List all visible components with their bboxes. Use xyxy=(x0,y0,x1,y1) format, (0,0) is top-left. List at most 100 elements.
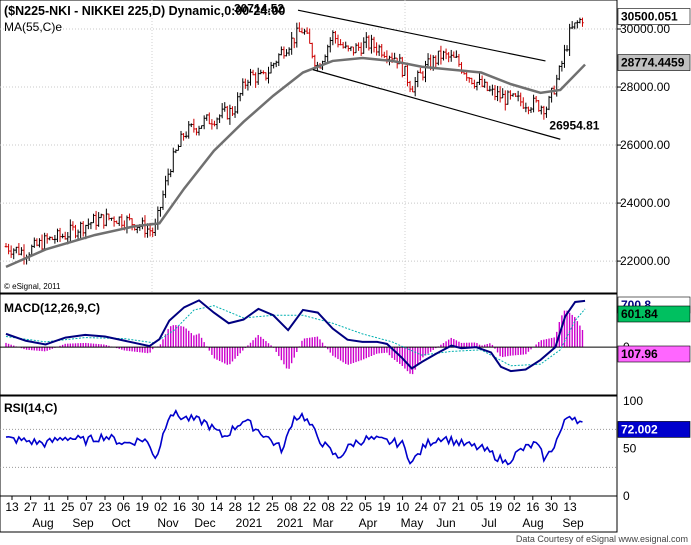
date-tick-label: 22 xyxy=(340,500,354,514)
month-label: Aug xyxy=(522,516,543,530)
price-bar xyxy=(341,41,345,49)
price-bar xyxy=(349,46,353,52)
month-label: Jun xyxy=(436,516,455,530)
price-tick-label: 30000.00 xyxy=(620,22,670,36)
price-bar xyxy=(434,55,438,70)
price-bar xyxy=(61,233,64,239)
price-bar xyxy=(223,102,227,112)
price-bar xyxy=(143,215,147,238)
price-bar xyxy=(455,50,458,58)
price-bar xyxy=(71,221,75,231)
price-bar xyxy=(76,229,80,241)
copyright-text: © eSignal, 2011 xyxy=(4,282,61,291)
price-bar xyxy=(308,28,311,44)
price-bar xyxy=(107,213,111,221)
price-bar xyxy=(17,243,21,256)
price-bar xyxy=(135,226,139,234)
price-bar xyxy=(336,34,340,48)
price-bar xyxy=(346,45,350,52)
price-bar xyxy=(303,28,306,35)
price-bar xyxy=(292,37,296,49)
price-bar xyxy=(9,245,13,258)
price-bar xyxy=(491,84,494,96)
price-bar xyxy=(503,90,507,111)
price-bar xyxy=(20,247,23,256)
date-tick-label: 12 xyxy=(247,500,261,514)
rsi-axis: 0 50 100 72.002 xyxy=(617,394,691,503)
price-bar xyxy=(267,66,270,84)
price-bar xyxy=(226,105,229,120)
price-bar xyxy=(282,46,286,59)
price-bar xyxy=(200,125,203,129)
price-bar xyxy=(4,243,8,248)
price-bar xyxy=(570,21,574,30)
price-tick-label: 22000.00 xyxy=(620,254,670,268)
month-label: Dec xyxy=(194,516,215,530)
macd-signal-line xyxy=(5,305,586,367)
date-tick-label: 13 xyxy=(5,500,19,514)
price-bar xyxy=(416,70,420,88)
price-bar xyxy=(161,190,165,210)
price-bar xyxy=(439,45,443,65)
rsi-tick-label: 0 xyxy=(623,489,630,503)
month-label: Aug xyxy=(32,516,53,530)
price-bar xyxy=(467,77,471,83)
price-bar xyxy=(578,17,582,24)
price-bar xyxy=(473,79,476,89)
price-bar xyxy=(187,121,191,139)
price-bar xyxy=(92,213,95,224)
price-bar xyxy=(370,34,373,54)
macd-title: MACD(12,26,9,C) xyxy=(4,301,100,315)
date-tick-label: 30 xyxy=(545,500,559,514)
price-bar xyxy=(233,106,237,118)
price-bar xyxy=(452,51,456,58)
price-bar xyxy=(256,67,260,85)
price-bar xyxy=(545,106,548,118)
price-bar xyxy=(110,217,113,221)
price-bar xyxy=(509,90,512,100)
date-tick-label: 24 xyxy=(415,500,429,514)
ma-legend: MA(55,C)e xyxy=(4,20,62,34)
annotation-low: 26954.81 xyxy=(549,118,599,132)
price-bar xyxy=(362,37,366,54)
price-bar xyxy=(218,114,221,123)
price-bar xyxy=(295,22,299,48)
ma-value-label-text: 28774.4459 xyxy=(621,56,685,70)
annotation-high: 30714.52 xyxy=(234,1,284,15)
price-bar xyxy=(112,216,116,227)
price-bar xyxy=(442,50,445,61)
ma-value-label: 28774.4459 xyxy=(617,54,691,71)
price-bar xyxy=(408,80,412,93)
date-tick-label: 30 xyxy=(191,500,205,514)
price-bar xyxy=(192,118,196,133)
rsi-tick-label: 50 xyxy=(623,441,637,455)
rsi-line xyxy=(5,408,583,466)
hist-value-label-box xyxy=(617,345,691,363)
date-axis: 13 27 11 25 07 23 06 19 02 16 30 14 28 12 25 08 22 08 22 05… xyxy=(0,495,618,533)
price-bar xyxy=(51,236,54,241)
price-bar xyxy=(56,228,59,243)
price-bar xyxy=(354,43,358,54)
last-price-label: 30500.051 xyxy=(617,8,691,25)
price-bar xyxy=(269,61,273,74)
price-bar xyxy=(202,115,206,130)
price-bar xyxy=(38,238,41,248)
ma-value-label-box xyxy=(617,54,691,71)
price-bar xyxy=(264,72,268,81)
price-bar xyxy=(449,49,453,62)
price-bar xyxy=(179,130,183,148)
price-bar xyxy=(581,17,584,27)
price-bar xyxy=(547,95,551,111)
price-bar xyxy=(87,218,90,230)
price-bar xyxy=(174,149,178,154)
price-bar xyxy=(69,219,72,243)
price-bar xyxy=(246,79,250,91)
price-bar xyxy=(555,74,559,97)
price-bar xyxy=(568,23,571,56)
price-bar xyxy=(169,169,173,178)
rsi-value-label: 72.002 xyxy=(617,421,691,438)
rsi-title: RSI(14,C) xyxy=(4,401,57,415)
price-bar xyxy=(195,127,198,136)
price-bar xyxy=(105,208,108,227)
month-label: Sep xyxy=(72,516,94,530)
